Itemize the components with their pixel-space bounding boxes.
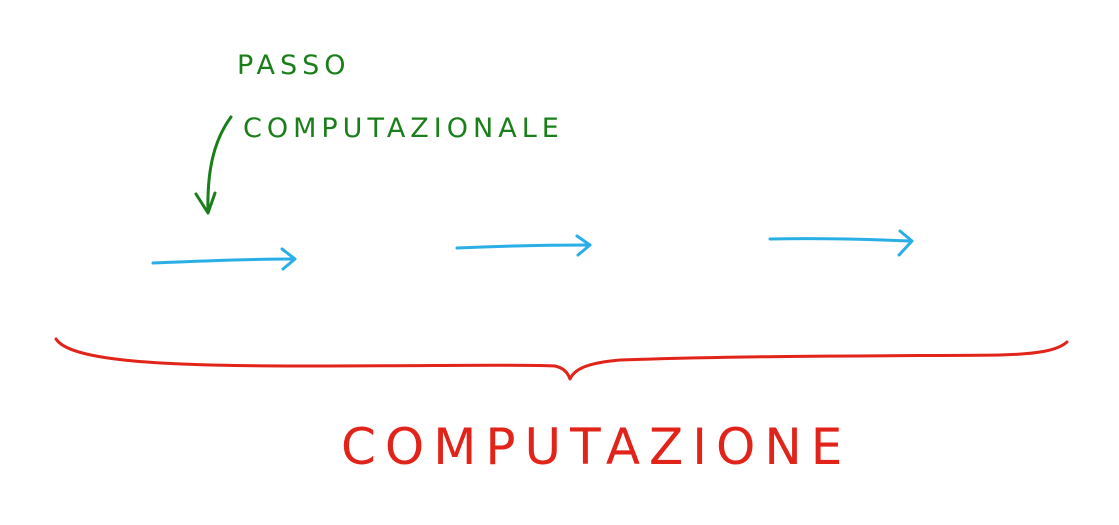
step-arrow-1 — [151, 247, 297, 271]
step-arrow-2-head — [575, 234, 592, 257]
diagram-title: COMPUTAZIONE — [341, 418, 852, 476]
step-arrow-3-shaft — [768, 237, 912, 243]
step-arrow-1-shaft — [151, 257, 295, 265]
annotation-line-2: COMPUTAZIONALE — [243, 113, 564, 144]
step-arrow-3 — [768, 229, 914, 257]
annotation-line-1: PASSO — [237, 50, 351, 81]
step-arrow-3-head — [897, 229, 914, 257]
step-arrow-2-shaft — [455, 243, 591, 250]
pointer-arrow — [194, 115, 233, 215]
pointer-arrow-head — [194, 191, 217, 215]
step-arrow-1-head — [280, 247, 297, 271]
step-arrow-2 — [455, 234, 592, 257]
pointer-arrow-shaft — [206, 115, 233, 214]
curly-brace — [54, 337, 1069, 381]
